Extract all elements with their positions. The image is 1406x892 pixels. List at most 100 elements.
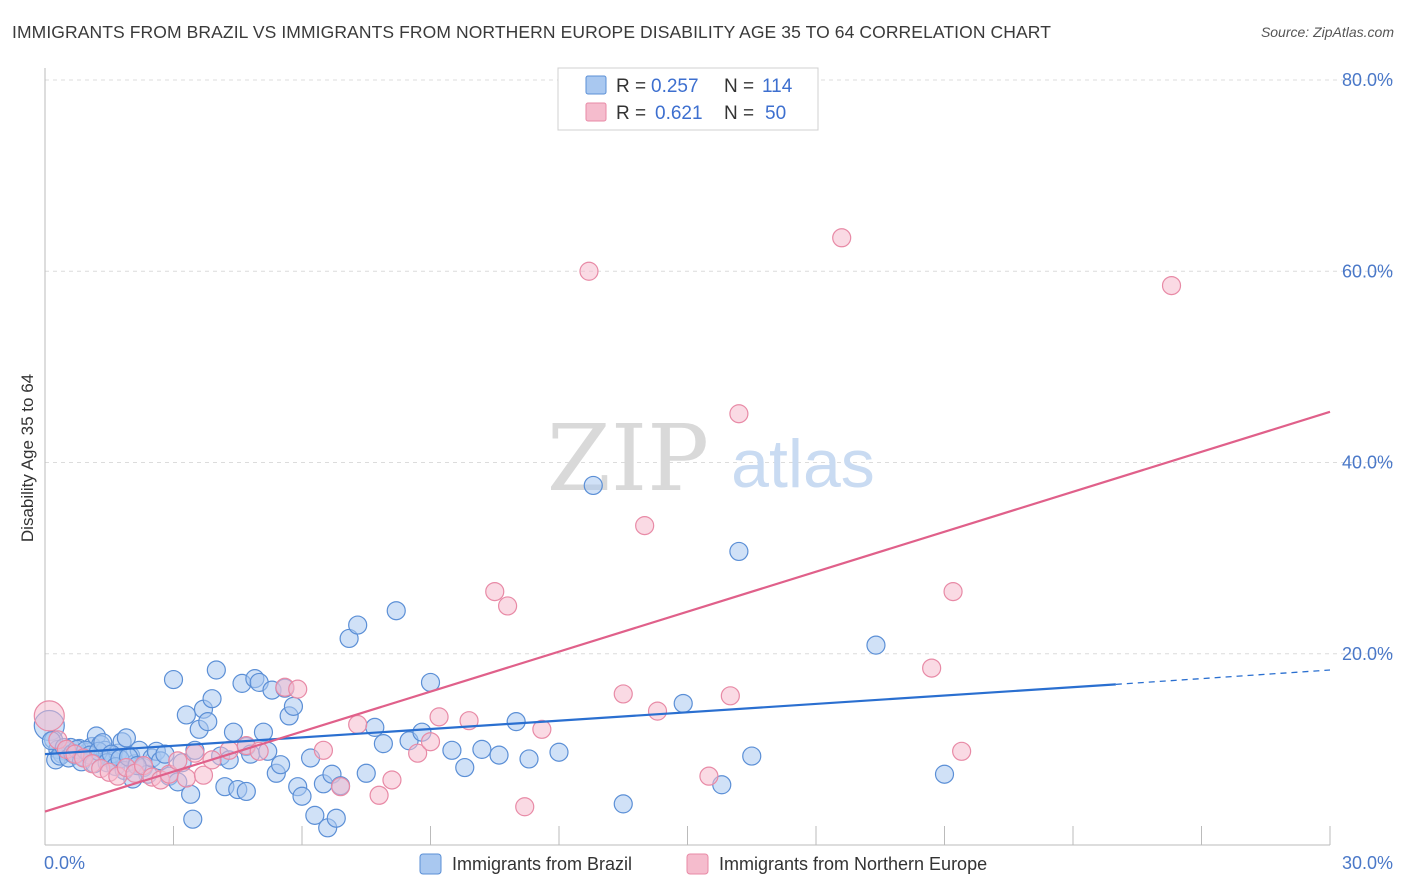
data-point — [369, 785, 389, 805]
series-northern-europe-points — [33, 228, 1182, 817]
data-point — [613, 794, 633, 814]
y-tick-label: 40.0% — [1342, 453, 1393, 473]
y-tick-labels: 20.0% 40.0% 60.0% 80.0% — [1342, 70, 1393, 664]
data-point — [330, 777, 351, 797]
data-point — [613, 684, 633, 704]
data-point — [583, 475, 603, 496]
data-point — [742, 746, 762, 766]
data-point — [1161, 275, 1182, 296]
data-point — [339, 628, 359, 649]
legend-n-label: N = — [724, 103, 754, 124]
data-point — [326, 808, 346, 828]
data-point — [270, 755, 291, 775]
data-point — [420, 732, 441, 752]
data-point — [699, 766, 719, 786]
watermark-zip: ZIP — [547, 405, 709, 512]
legend-n-value: 114 — [762, 76, 793, 97]
y-tick-label: 80.0% — [1342, 70, 1393, 90]
data-point — [283, 696, 304, 716]
x-tick-labels: 0.0% 30.0% — [44, 853, 1393, 873]
data-point — [193, 765, 214, 785]
legend-swatch-blue — [585, 75, 607, 95]
data-point — [253, 722, 274, 742]
data-point — [429, 707, 449, 727]
data-point — [489, 745, 509, 765]
data-point — [532, 719, 552, 739]
watermark-atlas: atlas — [731, 426, 875, 502]
data-point — [382, 770, 402, 790]
data-point — [223, 722, 244, 742]
bottom-legend-swatch-pink — [686, 853, 709, 875]
data-point — [181, 784, 201, 804]
data-point — [485, 581, 505, 602]
data-point — [579, 261, 599, 281]
y-axis-label: Disability Age 35 to 64 — [18, 374, 37, 542]
bottom-legend-swatch-blue — [419, 853, 442, 875]
data-point — [176, 705, 196, 725]
bottom-legend: Immigrants from Brazil Immigrants from N… — [419, 853, 987, 875]
legend-swatch-pink — [585, 102, 607, 122]
data-point — [183, 809, 203, 829]
legend-r-label: R = — [616, 103, 646, 124]
legend-r-label: R = — [616, 76, 646, 97]
data-point — [455, 757, 475, 778]
data-point — [952, 741, 972, 761]
data-point — [472, 739, 492, 759]
data-point — [943, 581, 963, 602]
data-point — [373, 734, 393, 754]
legend-n-label: N = — [724, 76, 754, 97]
data-point — [866, 635, 886, 655]
data-point — [236, 781, 256, 802]
y-tick-label: 20.0% — [1342, 644, 1393, 664]
legend-r-value: 0.621 — [655, 103, 703, 124]
data-point — [116, 728, 136, 748]
chart-title: IMMIGRANTS FROM BRAZIL VS IMMIGRANTS FRO… — [12, 22, 1051, 42]
data-point — [519, 749, 539, 769]
y-tick-label: 60.0% — [1342, 261, 1393, 281]
data-point — [206, 660, 226, 680]
trend-line-brazil-extension — [1115, 669, 1331, 685]
watermark: ZIP atlas — [547, 405, 875, 512]
data-point — [720, 686, 740, 706]
data-point — [313, 740, 334, 760]
data-point — [356, 763, 376, 783]
data-point — [934, 764, 955, 784]
axes — [44, 68, 1331, 846]
data-point — [408, 743, 428, 763]
data-point — [922, 658, 942, 678]
source-credit: Source: ZipAtlas.com — [1260, 24, 1394, 40]
trend-lines — [44, 410, 1331, 813]
grid-lines — [45, 79, 1395, 655]
data-point — [163, 669, 184, 690]
x-tick-label: 0.0% — [44, 853, 85, 873]
data-point — [673, 693, 693, 714]
data-point — [506, 712, 526, 732]
data-point — [832, 228, 852, 248]
x-tick-label: 30.0% — [1342, 853, 1393, 873]
data-point — [33, 700, 65, 732]
bottom-legend-label-brazil: Immigrants from Brazil — [452, 854, 632, 874]
legend-box: R = 0.257 N = 114 R = 0.621 N = 50 — [557, 67, 819, 131]
trend-line-northern-europe — [44, 410, 1331, 813]
data-point — [198, 712, 218, 732]
data-point — [549, 742, 569, 762]
data-point — [176, 768, 196, 788]
data-point — [185, 743, 205, 763]
data-point — [498, 596, 518, 616]
legend-n-value: 50 — [765, 103, 786, 124]
data-point — [292, 786, 312, 806]
data-point — [386, 601, 406, 621]
data-point — [729, 404, 749, 424]
legend-r-value: 0.257 — [651, 76, 699, 97]
data-point — [515, 797, 535, 817]
data-point — [305, 805, 325, 825]
trend-line-brazil — [44, 683, 1116, 756]
data-point — [729, 541, 749, 562]
data-point — [442, 740, 462, 760]
data-point — [288, 679, 308, 699]
data-point — [647, 701, 668, 721]
data-point — [202, 689, 222, 709]
data-point — [348, 714, 368, 735]
data-point — [348, 615, 368, 635]
